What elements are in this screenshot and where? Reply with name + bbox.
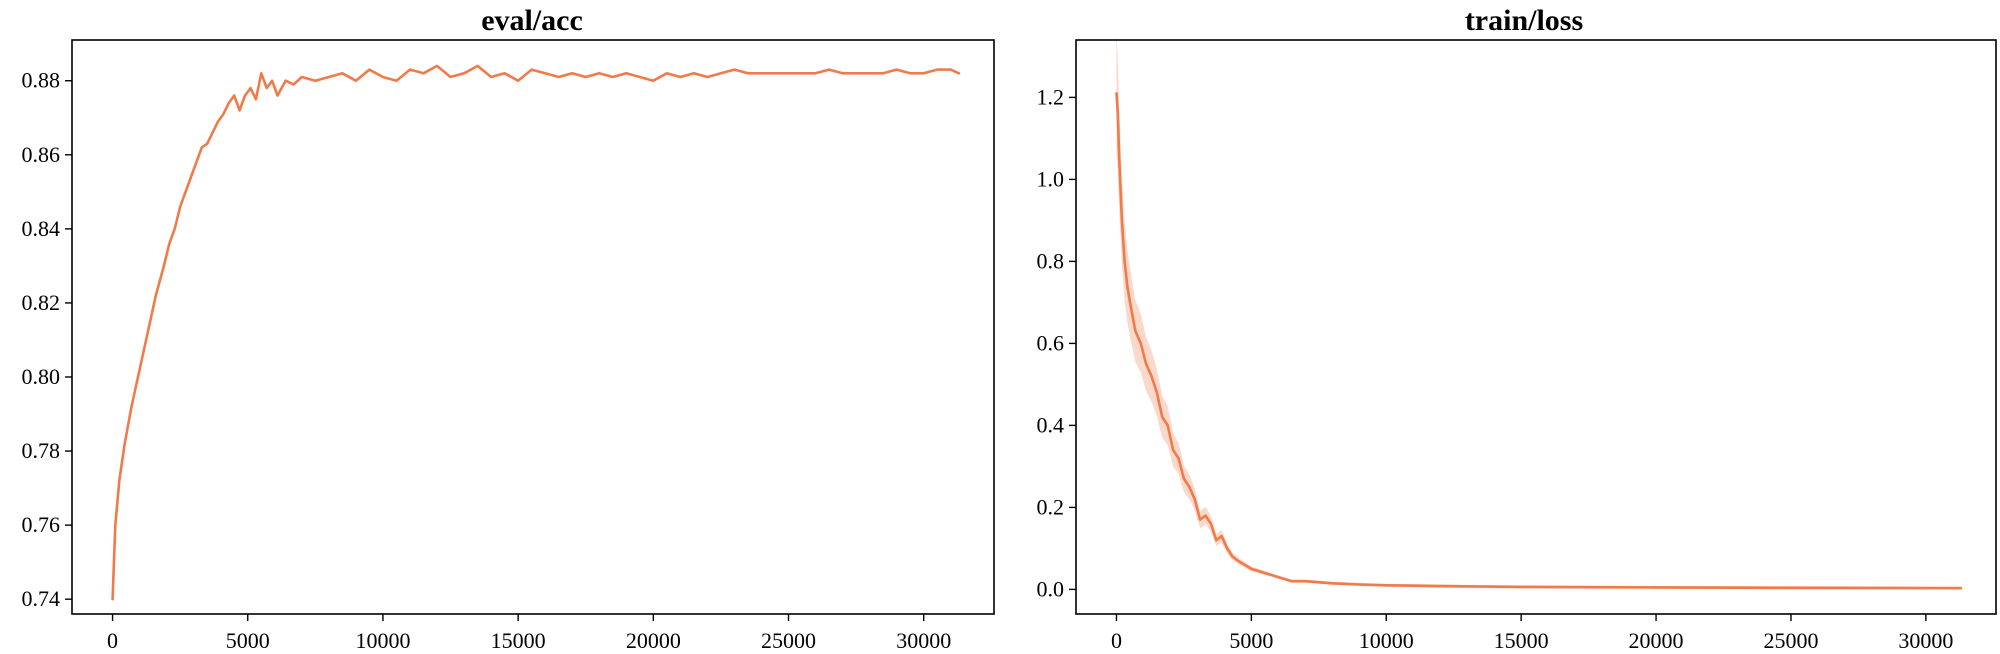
- x-tick-label: 0: [107, 628, 118, 653]
- y-tick-label: 0.0: [1037, 576, 1065, 601]
- y-axis: 0.74 0.76 0.78 0.80 0.82 0.84 0.86 0.88: [22, 68, 72, 611]
- x-tick-label: 10000: [1359, 628, 1414, 653]
- chart-eval-acc: eval/acc 0 5000 10000 15000 20000 25000 30000 …: [22, 4, 995, 653]
- y-tick-label: 0.8: [1037, 248, 1065, 273]
- chart-title: eval/acc: [481, 4, 583, 37]
- x-axis: 0 5000 10000 15000 20000 25000 30000: [107, 614, 951, 653]
- x-tick-label: 25000: [1763, 628, 1818, 653]
- y-axis: 0.0 0.2 0.4 0.6 0.8 1.0 1.2: [1037, 84, 1076, 601]
- y-tick-label: 0.84: [22, 216, 61, 241]
- y-tick-label: 0.6: [1037, 330, 1065, 355]
- chart-title: train/loss: [1465, 4, 1583, 37]
- y-tick-label: 0.80: [22, 364, 61, 389]
- x-axis: 0 5000 10000 15000 20000 25000 30000: [1111, 614, 1953, 653]
- series-line: [1115, 92, 1963, 590]
- x-tick-label: 20000: [1629, 628, 1684, 653]
- y-tick-label: 0.76: [22, 512, 61, 537]
- series-line: [111, 64, 961, 601]
- x-tick-label: 10000: [355, 628, 410, 653]
- plot-frame: [71, 39, 995, 615]
- x-tick-label: 30000: [1898, 628, 1953, 653]
- chart-train-loss: train/loss 0 5000 10000 15000 20000 25000 3000…: [1037, 4, 1997, 653]
- y-tick-label: 0.4: [1037, 412, 1065, 437]
- y-tick-label: 0.74: [22, 586, 61, 611]
- x-tick-label: 0: [1111, 628, 1122, 653]
- series-band: [1116, 33, 1961, 590]
- x-tick-label: 15000: [1494, 628, 1549, 653]
- series-layer: [111, 64, 961, 601]
- x-tick-label: 15000: [491, 628, 546, 653]
- x-tick-label: 5000: [226, 628, 270, 653]
- x-tick-label: 20000: [626, 628, 681, 653]
- x-tick-label: 25000: [761, 628, 816, 653]
- y-tick-label: 1.0: [1037, 166, 1065, 191]
- y-tick-label: 0.2: [1037, 494, 1065, 519]
- plot-frame: [1075, 39, 1997, 615]
- y-tick-label: 0.78: [22, 438, 61, 463]
- series-layer: [1115, 33, 1963, 590]
- y-tick-label: 0.88: [22, 68, 61, 93]
- y-tick-label: 0.82: [22, 290, 61, 315]
- x-tick-label: 5000: [1229, 628, 1273, 653]
- y-tick-label: 0.86: [22, 142, 61, 167]
- x-tick-label: 30000: [896, 628, 951, 653]
- y-tick-label: 1.2: [1037, 84, 1065, 109]
